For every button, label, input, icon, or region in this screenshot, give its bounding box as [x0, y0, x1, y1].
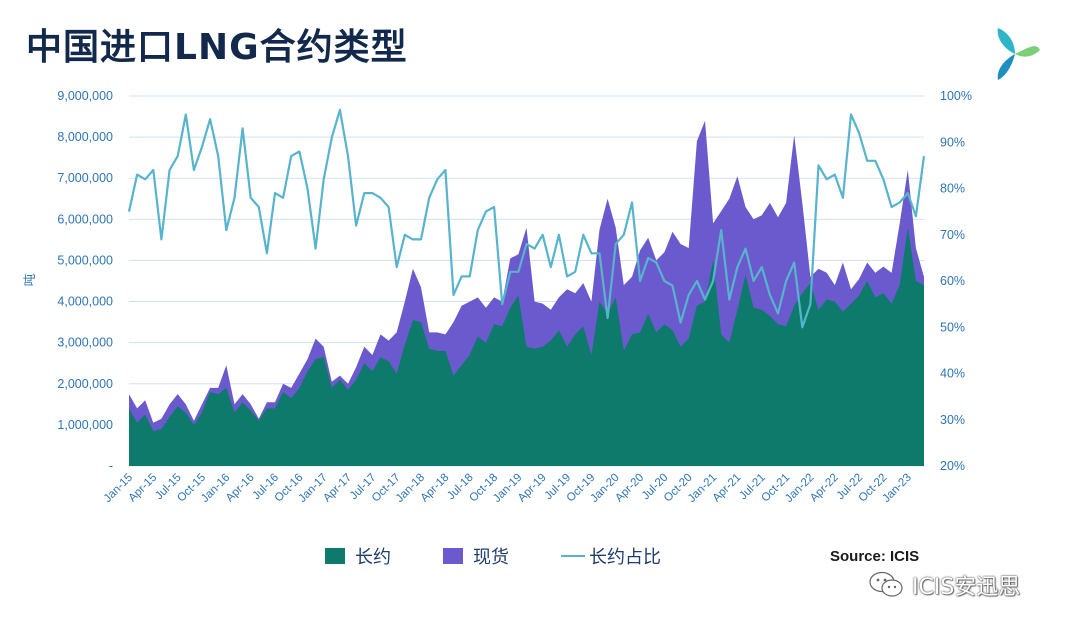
- y-axis-label: 吨: [23, 273, 37, 286]
- y2-tick-label: 70%: [940, 228, 965, 242]
- y2-tick-label: 100%: [940, 89, 972, 103]
- y-tick-label: 9,000,000: [57, 89, 113, 103]
- watermark-text: ICIS安迅思: [912, 575, 1021, 600]
- x-axis: Jan-15Apr-15Jul-15Oct-15Jan-16Apr-16Jul-…: [102, 472, 914, 505]
- y-tick-label: 8,000,000: [57, 130, 113, 144]
- y-axis-left: - 1,000,000 2,000,000 3,000,000 4,000,000 5,0…: [57, 89, 113, 473]
- legend: 长约 现货 长约占比: [325, 543, 713, 569]
- y2-tick-label: 90%: [940, 135, 965, 149]
- share-line: [127, 108, 926, 329]
- y2-tick-label: 60%: [940, 274, 965, 288]
- line-series: [127, 108, 926, 329]
- y2-tick-label: 50%: [940, 320, 965, 334]
- long-term-area: [129, 227, 924, 466]
- y-tick-label: 7,000,000: [57, 171, 113, 185]
- y-tick-label: 6,000,000: [57, 212, 113, 226]
- y-tick-label: 5,000,000: [57, 253, 113, 267]
- watermark: ICIS安迅思: [868, 569, 1020, 601]
- legend-swatch-share: [561, 555, 585, 557]
- icis-logo-icon: [997, 28, 1040, 80]
- legend-item-share: 长约占比: [561, 543, 661, 569]
- legend-label-spot: 现货: [473, 547, 509, 568]
- legend-item-long-term: 长约: [325, 543, 391, 569]
- legend-item-spot: 现货: [443, 543, 509, 569]
- y-tick-label: 1,000,000: [57, 418, 113, 432]
- y-tick-label: 2,000,000: [57, 377, 113, 391]
- source-note: Source: ICIS: [830, 548, 920, 565]
- page-title: 中国进口LNG合约类型: [26, 27, 408, 68]
- y2-tick-label: 20%: [940, 459, 965, 473]
- y-axis-right: 20% 30% 40% 50% 60% 70% 80% 90% 100%: [940, 89, 972, 473]
- y2-tick-label: 80%: [940, 182, 965, 196]
- legend-swatch-long-term: [325, 548, 345, 564]
- area-series: [129, 120, 924, 466]
- legend-swatch-spot: [443, 548, 463, 564]
- y2-tick-label: 30%: [940, 413, 965, 427]
- y2-tick-label: 40%: [940, 367, 965, 381]
- legend-label-share: 长约占比: [589, 547, 661, 568]
- y-tick-label: -: [109, 459, 113, 473]
- y-tick-label: 3,000,000: [57, 336, 113, 350]
- legend-label-long-term: 长约: [355, 547, 391, 568]
- wechat-icon: [869, 571, 903, 597]
- y-tick-label: 4,000,000: [57, 295, 113, 309]
